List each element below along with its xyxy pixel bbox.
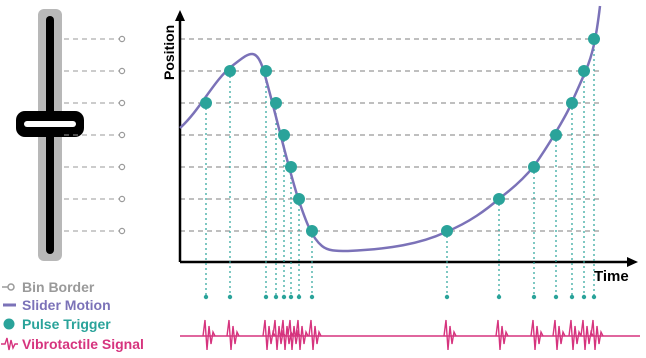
legend-label-vibrotactile-signal: Vibrotactile Signal: [22, 336, 144, 352]
pulse-bottom-dot: [263, 294, 269, 300]
bin-borders: [64, 35, 600, 235]
pulse-trigger-point: [493, 193, 505, 205]
slider-handle-grip: [24, 121, 76, 127]
pulse-bottom-dot: [296, 294, 302, 300]
vibrotactile-signal-icon: [1, 337, 18, 351]
pulse-bottom-dot: [531, 294, 537, 300]
pulse-trigger-point: [528, 161, 540, 173]
bin-border-marker: [118, 163, 126, 171]
legend: Bin Border Slider Motion Pulse Trigger V…: [1, 279, 144, 352]
pulse-bottom-dot: [281, 294, 287, 300]
legend-item-pulse-trigger: Pulse Trigger: [3, 316, 111, 332]
x-axis-arrow-icon: [627, 257, 638, 267]
pulse-drop-lines: [205, 39, 595, 296]
bin-border-icon-circle: [7, 283, 15, 291]
pulse-trigger-point: [285, 161, 297, 173]
legend-item-vibrotactile-signal: Vibrotactile Signal: [1, 336, 144, 352]
plot-axes: Position Time: [161, 10, 638, 285]
pulse-bottom-dot: [227, 294, 233, 300]
pulse-bottom-dot: [553, 294, 559, 300]
bin-border-marker: [118, 131, 126, 139]
pulse-trigger-point: [278, 129, 290, 141]
pulse-bottom-dot: [591, 294, 597, 300]
pulse-bottom-dots: [203, 294, 597, 300]
x-axis-label: Time: [594, 268, 629, 285]
bin-border-marker: [118, 227, 126, 235]
pulse-trigger-point: [200, 97, 212, 109]
pulse-bottom-dot: [203, 294, 209, 300]
slider-motion-curve: [179, 5, 602, 253]
pulse-bottom-dot: [569, 294, 575, 300]
pulse-trigger-point: [260, 65, 272, 77]
vibrotactile-signal: [180, 319, 640, 351]
pulse-bottom-dot: [444, 294, 450, 300]
pulse-trigger-point: [270, 97, 282, 109]
y-axis-label: Position: [161, 25, 177, 80]
y-axis-arrow-icon: [175, 10, 185, 21]
legend-label-bin-border: Bin Border: [22, 279, 95, 295]
pulse-trigger-point: [306, 225, 318, 237]
pulse-trigger-icon: [3, 318, 15, 330]
legend-label-pulse-trigger: Pulse Trigger: [22, 316, 111, 332]
pulse-bottom-dot: [309, 294, 315, 300]
legend-item-slider-motion: Slider Motion: [3, 297, 111, 313]
pulse-trigger-point: [588, 33, 600, 45]
legend-item-bin-border: Bin Border: [2, 279, 95, 295]
bin-border-marker: [118, 195, 126, 203]
pulse-bottom-dot: [273, 294, 279, 300]
bin-border-marker: [118, 67, 126, 75]
pulse-bottom-dot: [496, 294, 502, 300]
pulse-trigger-point: [293, 193, 305, 205]
bin-border-marker: [118, 35, 126, 43]
pulse-triggers: [200, 33, 600, 237]
pulse-bottom-dot: [288, 294, 294, 300]
pulse-bottom-dot: [581, 294, 587, 300]
legend-label-slider-motion: Slider Motion: [22, 297, 111, 313]
vibrotactile-bursts: [202, 319, 604, 351]
pulse-trigger-point: [578, 65, 590, 77]
bin-border-marker: [118, 99, 126, 107]
slider-widget: [16, 9, 84, 261]
pulse-trigger-point: [224, 65, 236, 77]
pulse-trigger-point: [441, 225, 453, 237]
pulse-trigger-point: [566, 97, 578, 109]
pulse-trigger-point: [550, 129, 562, 141]
